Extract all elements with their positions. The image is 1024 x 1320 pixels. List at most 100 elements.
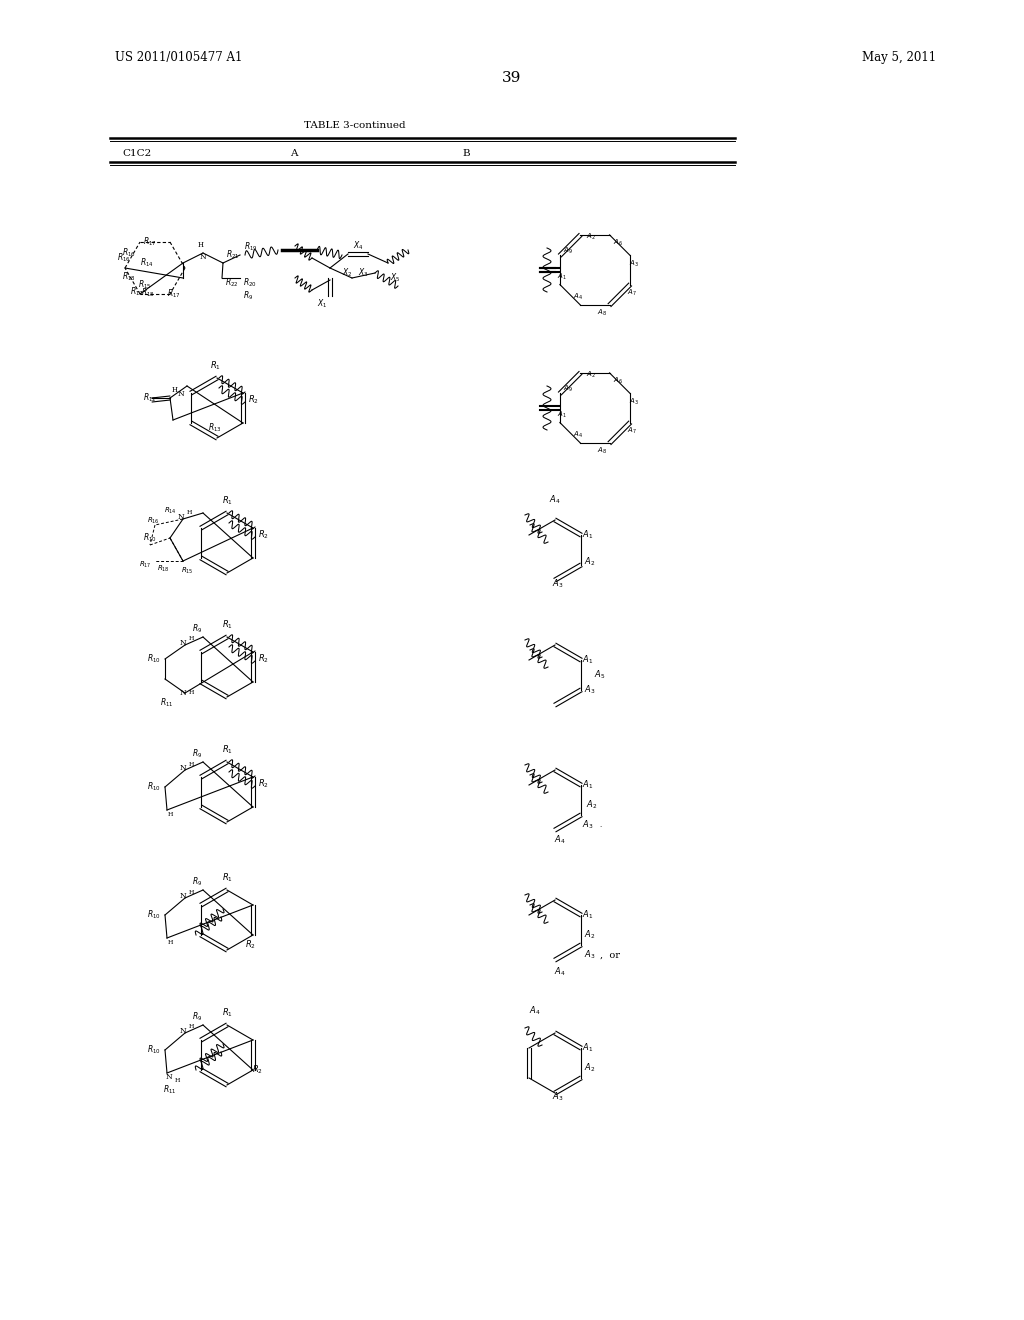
Text: $R_{16}$: $R_{16}$ [122, 247, 136, 259]
Text: $R_9$: $R_9$ [191, 747, 202, 760]
Text: $R_{20}$: $R_{20}$ [243, 277, 257, 289]
Text: $A_5$: $A_5$ [594, 669, 605, 681]
Text: May 5, 2011: May 5, 2011 [862, 50, 936, 63]
Text: $R_{22}$: $R_{22}$ [225, 277, 239, 289]
Text: $A_7$: $A_7$ [628, 288, 637, 297]
Text: H: H [188, 1024, 194, 1030]
Text: $R_{18}$: $R_{18}$ [157, 564, 169, 574]
Text: N: N [179, 764, 186, 772]
Text: $R_1$: $R_1$ [221, 871, 232, 884]
Text: ,  or: , or [600, 950, 620, 960]
Text: $A_9$: $A_9$ [563, 383, 572, 393]
Text: $R_9$: $R_9$ [191, 1011, 202, 1023]
Text: $A_1$: $A_1$ [583, 908, 594, 921]
Text: $R_1$: $R_1$ [221, 743, 232, 756]
Text: $R_{16}$: $R_{16}$ [146, 516, 160, 527]
Text: $A_8$: $A_8$ [597, 446, 606, 457]
Text: N: N [200, 253, 207, 261]
Text: $X_1$: $X_1$ [316, 298, 328, 310]
Text: $R_9$: $R_9$ [191, 875, 202, 888]
Text: $A_1$: $A_1$ [583, 1041, 594, 1055]
Text: N: N [179, 639, 186, 647]
Text: N: N [166, 1073, 172, 1081]
Text: $R_9$: $R_9$ [191, 623, 202, 635]
Text: $R_{10}$: $R_{10}$ [147, 908, 161, 921]
Text: $A_8$: $A_8$ [597, 308, 606, 318]
Text: $R_{16}$: $R_{16}$ [117, 252, 131, 264]
Text: $A_3$: $A_3$ [583, 818, 594, 832]
Text: H: H [188, 762, 194, 767]
Text: H: H [198, 242, 204, 249]
Text: $R_{17}$: $R_{17}$ [138, 560, 152, 570]
Text: $A_{6}$: $A_{6}$ [612, 238, 623, 248]
Text: N: N [179, 1027, 186, 1035]
Text: N: N [177, 513, 184, 521]
Text: $R_{12}$: $R_{12}$ [143, 392, 157, 404]
Text: $R_{21}$: $R_{21}$ [226, 248, 240, 261]
Text: $A_2$: $A_2$ [585, 929, 596, 941]
Text: H: H [188, 890, 194, 895]
Text: N: N [177, 389, 184, 399]
Text: $A_2$: $A_2$ [586, 232, 595, 242]
Text: $A_3$: $A_3$ [585, 949, 596, 961]
Text: $R_{17}$: $R_{17}$ [167, 288, 180, 300]
Text: $R_1$: $R_1$ [221, 495, 232, 507]
Text: H: H [188, 636, 194, 642]
Text: H: H [174, 1078, 179, 1084]
Text: $A_3$: $A_3$ [629, 396, 639, 407]
Text: $A_2$: $A_2$ [585, 556, 596, 568]
Text: US 2011/0105477 A1: US 2011/0105477 A1 [115, 50, 243, 63]
Text: $R_{18}$: $R_{18}$ [122, 271, 136, 284]
Text: $A_3$: $A_3$ [585, 684, 596, 696]
Text: $R_9$: $R_9$ [243, 290, 253, 302]
Text: $R_{14}$: $R_{14}$ [140, 257, 154, 269]
Text: $R_1$: $R_1$ [221, 619, 232, 631]
Text: $R_{11}$: $R_{11}$ [163, 1084, 177, 1096]
Text: $X_5$: $X_5$ [390, 272, 400, 284]
Text: $A_4$: $A_4$ [549, 494, 561, 507]
Text: $R_{11}$: $R_{11}$ [160, 697, 174, 709]
Text: $A_2$: $A_2$ [587, 799, 598, 812]
Text: $R_2$: $R_2$ [257, 777, 268, 791]
Text: $A_7$: $A_7$ [628, 425, 637, 436]
Text: $A_1$: $A_1$ [583, 779, 594, 791]
Text: $R_{14}$: $R_{14}$ [164, 506, 176, 516]
Text: $R_{17}$: $R_{17}$ [130, 285, 143, 298]
Text: $A_1$: $A_1$ [557, 409, 567, 420]
Text: A: A [290, 149, 298, 158]
Text: $\,\cdot$: $\,\cdot$ [597, 821, 603, 829]
Text: TABLE 3-continued: TABLE 3-continued [304, 121, 406, 131]
Text: $A_1$: $A_1$ [583, 529, 594, 541]
Text: $X_3$: $X_3$ [358, 267, 369, 280]
Text: C1C2: C1C2 [122, 149, 152, 158]
Text: $X_2$: $X_2$ [342, 267, 352, 280]
Text: $R_2$: $R_2$ [248, 393, 258, 407]
Text: $R_{10}$: $R_{10}$ [147, 780, 161, 793]
Text: H: H [172, 385, 178, 393]
Text: $A_9$: $A_9$ [563, 246, 572, 256]
Text: $R_2$: $R_2$ [257, 529, 268, 541]
Text: H: H [188, 689, 194, 694]
Text: $R_{10}$: $R_{10}$ [147, 653, 161, 665]
Text: H: H [167, 940, 173, 945]
Text: $A_4$: $A_4$ [573, 430, 584, 440]
Text: $R_{13}$: $R_{13}$ [208, 422, 222, 434]
Text: $R_2$: $R_2$ [245, 939, 255, 952]
Text: $R_{15}$: $R_{15}$ [180, 566, 194, 576]
Text: $X_4$: $X_4$ [352, 240, 364, 252]
Text: $A_4$: $A_4$ [529, 1005, 541, 1018]
Text: $A_3$: $A_3$ [629, 259, 639, 268]
Text: $A_1$: $A_1$ [557, 272, 567, 281]
Text: $A_1$: $A_1$ [583, 653, 594, 667]
Text: $R_1$: $R_1$ [210, 360, 220, 372]
Text: N: N [179, 689, 186, 697]
Text: $A_4$: $A_4$ [554, 834, 566, 846]
Text: $R_{19}$: $R_{19}$ [244, 240, 258, 253]
Text: $R_{10}$: $R_{10}$ [143, 532, 157, 544]
Text: H: H [167, 812, 173, 817]
Text: $R_2$: $R_2$ [257, 653, 268, 665]
Text: 39: 39 [503, 71, 521, 84]
Text: $R_1$: $R_1$ [221, 1007, 232, 1019]
Text: $R_{17}$: $R_{17}$ [143, 236, 157, 248]
Text: $A_3$: $A_3$ [552, 1090, 564, 1104]
